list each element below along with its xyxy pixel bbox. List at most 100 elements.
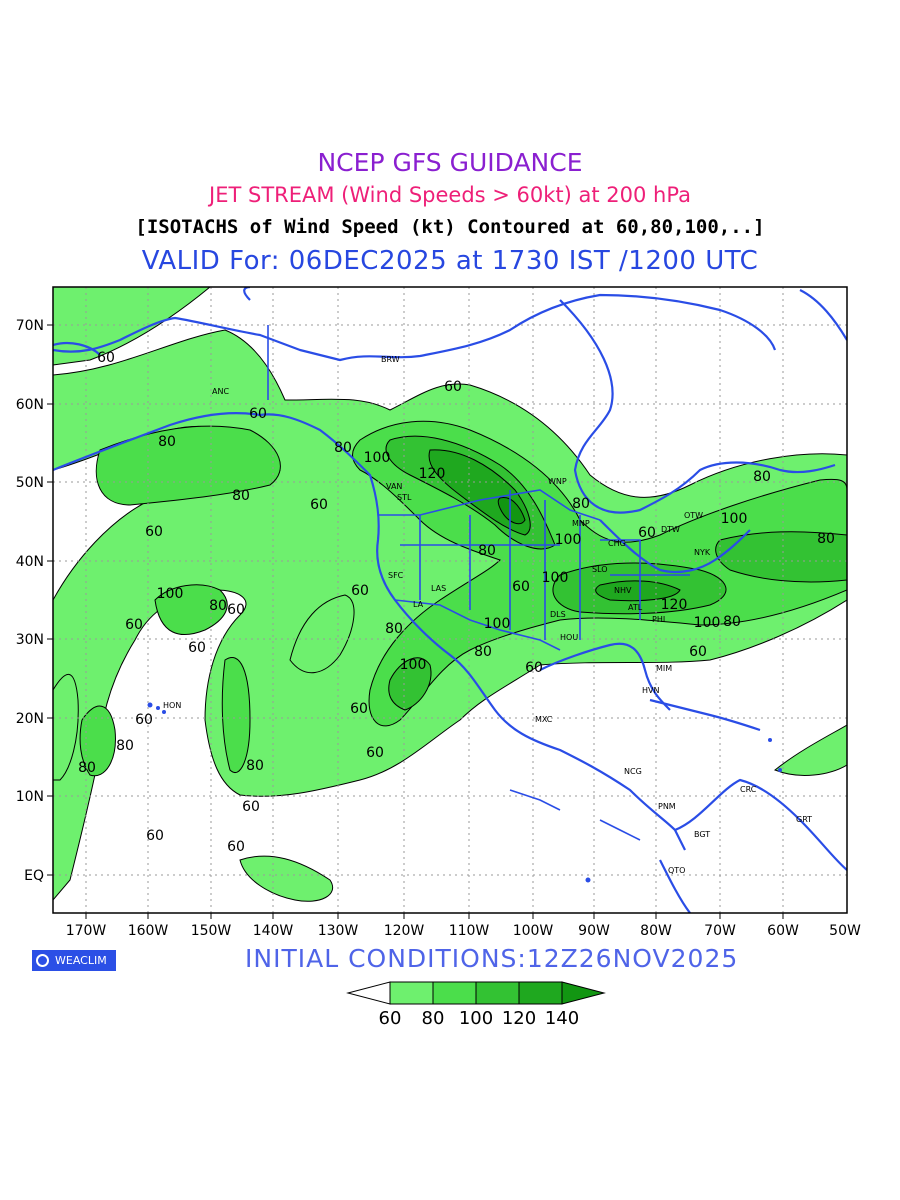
- contour-label: 100: [364, 450, 391, 466]
- colorbar-label: 80: [422, 1008, 445, 1029]
- contour-label: 120: [661, 597, 688, 613]
- station-label: ANC: [212, 387, 229, 396]
- contour-label: 80: [246, 758, 264, 774]
- station-label: BGT: [694, 830, 710, 839]
- contour-label: 60: [638, 525, 656, 541]
- station-label: LA: [413, 600, 424, 609]
- station-label: NCG: [624, 767, 642, 776]
- station-label: MIM: [656, 664, 672, 673]
- lon-label: 160W: [128, 923, 169, 939]
- contour-label: 100: [542, 570, 569, 586]
- contour-label: 60: [146, 828, 164, 844]
- latitude-labels: 70N 60N 50N 40N 30N 20N 10N EQ: [16, 318, 44, 884]
- contour-label: 80: [78, 760, 96, 776]
- lon-label: 110W: [449, 923, 490, 939]
- station-label: ATL: [628, 603, 643, 612]
- station-label: LAS: [431, 584, 446, 593]
- contour-label: 60: [227, 602, 245, 618]
- colorbar: 60 80 100 120 140: [346, 981, 606, 1029]
- lat-label: 60N: [16, 397, 44, 413]
- contour-label: 60: [97, 350, 115, 366]
- lat-label: 20N: [16, 711, 44, 727]
- station-label: OTW: [684, 511, 703, 520]
- lon-label: 140W: [253, 923, 294, 939]
- contour-label: 80: [209, 598, 227, 614]
- title-valid-time: VALID For: 06DEC2025 at 1730 IST /1200 U…: [141, 246, 759, 276]
- map-area: 60 60 60 80 80 100 120 80 60 60 80 80 10…: [53, 287, 847, 913]
- contour-label: 80: [334, 440, 352, 456]
- contour-label: 80: [478, 543, 496, 559]
- contour-label: 60: [350, 701, 368, 717]
- contour-label: 60: [135, 712, 153, 728]
- station-label: BRW: [381, 355, 400, 364]
- station-label: MNP: [572, 519, 590, 528]
- islands: [147, 702, 782, 883]
- contour-label: 60: [689, 644, 707, 660]
- map-frame: [52, 286, 848, 914]
- lon-label: 60W: [767, 923, 799, 939]
- lon-label: 150W: [191, 923, 232, 939]
- contour-label: 120: [419, 466, 446, 482]
- contour-label: 100: [555, 532, 582, 548]
- contour-label: 60: [249, 406, 267, 422]
- station-label: CHG: [608, 539, 626, 548]
- station-label: DLS: [550, 610, 566, 619]
- contour-label: 100: [484, 616, 511, 632]
- contour-label: 100: [400, 657, 427, 673]
- colorbar-label: 100: [459, 1008, 493, 1029]
- station-label: STL: [397, 493, 412, 502]
- colorbar-segment: [346, 981, 391, 1005]
- lat-label: 30N: [16, 632, 44, 648]
- contour-label: 60: [366, 745, 384, 761]
- station-label: SLO: [592, 565, 608, 574]
- contour-label: 80: [572, 496, 590, 512]
- lon-label: 120W: [384, 923, 425, 939]
- contour-label: 60: [444, 379, 462, 395]
- colorbar-label: 60: [379, 1008, 402, 1029]
- station-label: CRC: [740, 785, 757, 794]
- station-label: PHI: [652, 615, 665, 624]
- contour-label: 100: [694, 615, 721, 631]
- lon-label: 170W: [66, 923, 107, 939]
- logo-circle-icon: [36, 954, 49, 967]
- longitude-labels: 170W 160W 150W 140W 130W 120W 110W 100W …: [66, 923, 861, 939]
- contour-label: 60: [351, 583, 369, 599]
- lat-label: 50N: [16, 475, 44, 491]
- coastlines: [53, 287, 847, 913]
- initial-conditions: INITIAL CONDITIONS:12Z26NOV2025: [245, 944, 739, 973]
- isotach-120: [428, 449, 681, 602]
- logo-text: WEACLIM: [55, 954, 107, 967]
- colorbar-label: 120: [502, 1008, 536, 1029]
- contour-label: 80: [116, 738, 134, 754]
- title-model: NCEP GFS GUIDANCE: [317, 148, 583, 177]
- station-label: QTO: [668, 866, 685, 875]
- graticule: [53, 287, 847, 913]
- contour-label: 80: [723, 614, 741, 630]
- station-label: MXC: [535, 715, 553, 724]
- station-label: HVN: [642, 686, 659, 695]
- station-label: HON: [163, 701, 181, 710]
- lon-label: 130W: [318, 923, 359, 939]
- title-contours: [ISOTACHS of Wind Speed (kt) Contoured a…: [135, 216, 765, 238]
- colorbar-segment: [518, 981, 563, 1005]
- lat-label: EQ: [24, 868, 44, 884]
- contour-label: 60: [525, 660, 543, 676]
- lat-label: 10N: [16, 789, 44, 805]
- contour-label: 80: [474, 644, 492, 660]
- lat-label: 40N: [16, 554, 44, 570]
- contour-label: 80: [158, 434, 176, 450]
- lat-label: 70N: [16, 318, 44, 334]
- station-label: NHV: [614, 586, 632, 595]
- colorbar-label: 140: [545, 1008, 579, 1029]
- lon-label: 70W: [704, 923, 736, 939]
- station-labels: BRW ANC VAN STL WNP MNP CHG DTW OTW NYK …: [163, 355, 812, 875]
- contour-label: 80: [753, 469, 771, 485]
- weaclim-logo: WEACLIM: [32, 950, 116, 971]
- colorbar-segment: [432, 981, 477, 1005]
- contour-label: 80: [385, 621, 403, 637]
- colorbar-segment: [561, 981, 606, 1005]
- contour-label: 60: [242, 799, 260, 815]
- tick-marks: [47, 324, 784, 919]
- contour-label: 60: [227, 839, 245, 855]
